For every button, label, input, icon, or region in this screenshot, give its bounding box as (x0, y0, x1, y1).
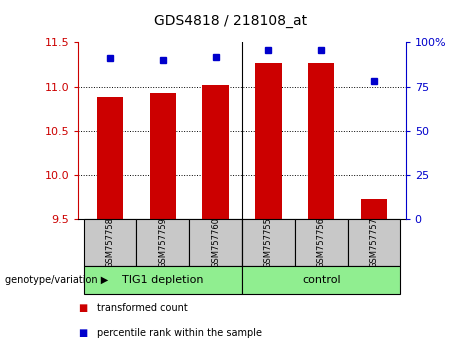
Bar (348, 219, 401, 266)
Bar (202, 85, 229, 219)
Bar (242, 266, 401, 294)
Text: ■: ■ (78, 303, 88, 313)
Bar (83, 219, 136, 266)
Text: GDS4818 / 218108_at: GDS4818 / 218108_at (154, 14, 307, 28)
Text: ■: ■ (78, 328, 88, 338)
Text: GSM757755: GSM757755 (264, 217, 273, 268)
Bar (308, 63, 334, 219)
Text: GSM757758: GSM757758 (106, 217, 114, 268)
Bar (189, 219, 242, 266)
Bar (295, 219, 348, 266)
Text: percentile rank within the sample: percentile rank within the sample (97, 328, 262, 338)
Text: TIG1 depletion: TIG1 depletion (122, 275, 204, 285)
Bar (97, 97, 123, 219)
Bar (83, 266, 242, 294)
Text: GSM757756: GSM757756 (317, 217, 326, 268)
Text: GSM757760: GSM757760 (211, 217, 220, 268)
Bar (136, 219, 189, 266)
Text: GSM757759: GSM757759 (158, 217, 167, 268)
Text: control: control (302, 275, 341, 285)
Text: GSM757757: GSM757757 (370, 217, 378, 268)
Bar (361, 199, 387, 219)
Bar (255, 63, 282, 219)
Bar (150, 93, 176, 219)
Bar (242, 219, 295, 266)
Text: genotype/variation ▶: genotype/variation ▶ (5, 275, 108, 285)
Text: transformed count: transformed count (97, 303, 188, 313)
